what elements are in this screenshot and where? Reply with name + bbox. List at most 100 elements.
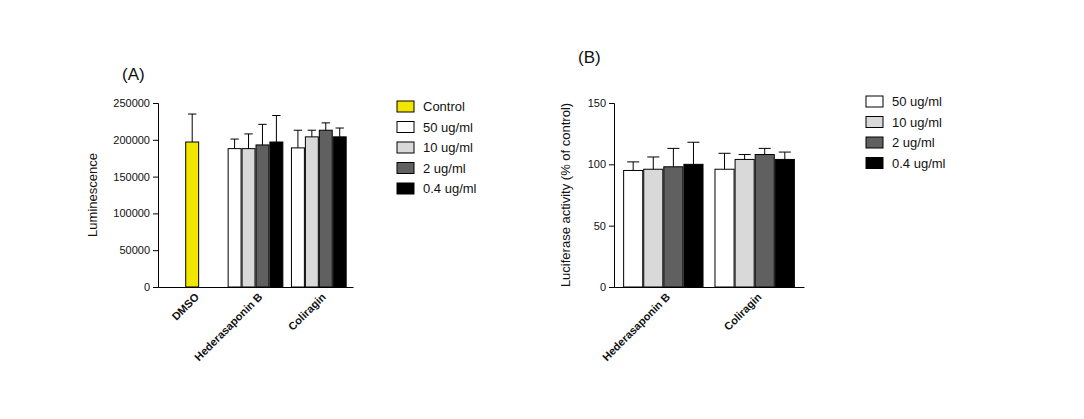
y-tick: 150: [588, 97, 614, 109]
bar: [186, 142, 199, 287]
y-tick: 250000: [113, 97, 158, 109]
legend-swatch: [397, 142, 414, 153]
bar: [256, 145, 269, 287]
y-axis: 0 50000 100000 150000 200000 250000: [113, 97, 158, 293]
error-bar-stem: [633, 162, 634, 171]
y-tick-mark: [153, 103, 158, 104]
legend-item: 50 ug/ml: [866, 94, 942, 109]
error-bar-stem: [784, 152, 785, 159]
legend-label: 0.4 ug/ml: [423, 181, 477, 196]
plot-area: [186, 114, 346, 287]
y-tick-mark: [609, 287, 614, 288]
legend-swatch: [397, 122, 414, 133]
y-tick: 100000: [113, 207, 158, 219]
error-bar: [687, 142, 699, 164]
x-axis: DMSOHederasaponin B Coliragin: [159, 288, 354, 364]
error-bar-cap: [258, 124, 266, 125]
error-bar-cap: [230, 139, 238, 140]
error-bar: [779, 152, 791, 159]
legend-item: Control: [397, 99, 465, 114]
y-tick-mark: [153, 140, 158, 141]
panel-label: (B): [578, 48, 601, 67]
error-bar-stem: [693, 142, 694, 164]
x-tick-label: Coliragin: [286, 290, 328, 332]
error-bar: [759, 148, 771, 154]
error-bar: [647, 157, 659, 169]
error-bar-cap: [647, 156, 659, 157]
legend-label: 2 ug/ml: [423, 161, 466, 176]
y-tick-mark: [153, 177, 158, 178]
legend-label: 50 ug/ml: [423, 120, 473, 135]
error-bar-cap: [244, 133, 252, 134]
error-bar-cap: [336, 128, 344, 129]
bar: [684, 164, 703, 287]
x-tick-label: Hederasaponin B: [600, 291, 672, 363]
error-bar-cap: [667, 148, 679, 149]
legend-swatch: [866, 137, 883, 148]
bar: [775, 159, 794, 287]
legend-item: 0.4 ug/ml: [866, 156, 946, 171]
legend-label: 2 ug/ml: [892, 135, 935, 150]
bar: [664, 167, 683, 287]
y-tick: 0: [144, 281, 158, 293]
x-tick: Hederasaponin B: [192, 291, 264, 363]
legend-label: 10 ug/ml: [892, 115, 942, 130]
y-tick-mark: [153, 250, 158, 251]
error-bar-stem: [276, 116, 277, 142]
y-tick: 150000: [113, 171, 158, 183]
error-bar: [272, 116, 280, 142]
x-tick-label: Hederasaponin B: [192, 291, 264, 363]
legend-item: 0.4 ug/ml: [397, 181, 477, 196]
legend-label: 50 ug/ml: [892, 94, 942, 109]
bar: [644, 169, 663, 287]
legend-label: 10 ug/ml: [423, 140, 473, 155]
legend: Control 50 ug/ml 10 ug/ml 2 ug/ml 0.4 ug/ml: [397, 99, 477, 196]
error-bar: [308, 130, 316, 137]
error-bar-stem: [297, 130, 298, 148]
legend-item: 2 ug/ml: [397, 161, 466, 176]
panel: 0 50000 100000 150000 200000 250000 DMSOHedera…: [113, 97, 353, 363]
y-tick-label: 100000: [113, 207, 150, 219]
y-axis-title: Luminescence: [85, 153, 100, 237]
error-bar-stem: [653, 157, 654, 169]
x-axis-line: [615, 287, 805, 288]
error-bar-stem: [325, 123, 326, 130]
y-tick-mark: [153, 287, 158, 288]
x-axis-line: [159, 287, 354, 288]
legend: 50 ug/ml 10 ug/ml 2 ug/ml 0.4 ug/ml: [866, 94, 946, 171]
background: [0, 0, 1084, 419]
error-bar-cap: [188, 114, 196, 115]
legend-swatch: [397, 183, 414, 194]
error-bar: [719, 153, 731, 169]
error-bar-stem: [248, 134, 249, 149]
error-bar-stem: [262, 124, 263, 145]
error-bar: [627, 162, 639, 171]
x-axis: Hederasaponin B Coliragin: [600, 288, 805, 364]
bar: [715, 169, 734, 287]
error-bar: [188, 114, 196, 142]
bar: [242, 149, 255, 287]
legend-swatch: [397, 101, 414, 112]
error-bar-stem: [234, 139, 235, 149]
bar: [755, 155, 774, 287]
x-tick-label: DMSO: [169, 290, 201, 322]
bar: [735, 159, 754, 287]
y-tick: 100: [588, 158, 614, 170]
y-tick-label: 0: [144, 281, 150, 293]
error-bar-cap: [308, 130, 316, 131]
x-tick: Coliragin: [721, 290, 763, 332]
error-bar-stem: [339, 128, 340, 137]
y-tick-label: 150: [588, 97, 606, 109]
figure: 050000100000150000200000250000DMSOHedera…: [0, 0, 1084, 419]
y-tick-label: 50000: [119, 244, 150, 256]
legend-swatch: [866, 96, 883, 107]
y-tick-label: 200000: [113, 134, 150, 146]
x-tick: Hederasaponin B: [600, 291, 672, 363]
x-tick: Coliragin: [286, 290, 328, 332]
legend-item: 2 ug/ml: [866, 135, 935, 150]
y-tick: 200000: [113, 134, 158, 146]
error-bar: [294, 130, 302, 148]
y-tick-mark: [609, 226, 614, 227]
y-tick-label: 250000: [113, 97, 150, 109]
legend-label: 0.4 ug/ml: [892, 156, 946, 171]
